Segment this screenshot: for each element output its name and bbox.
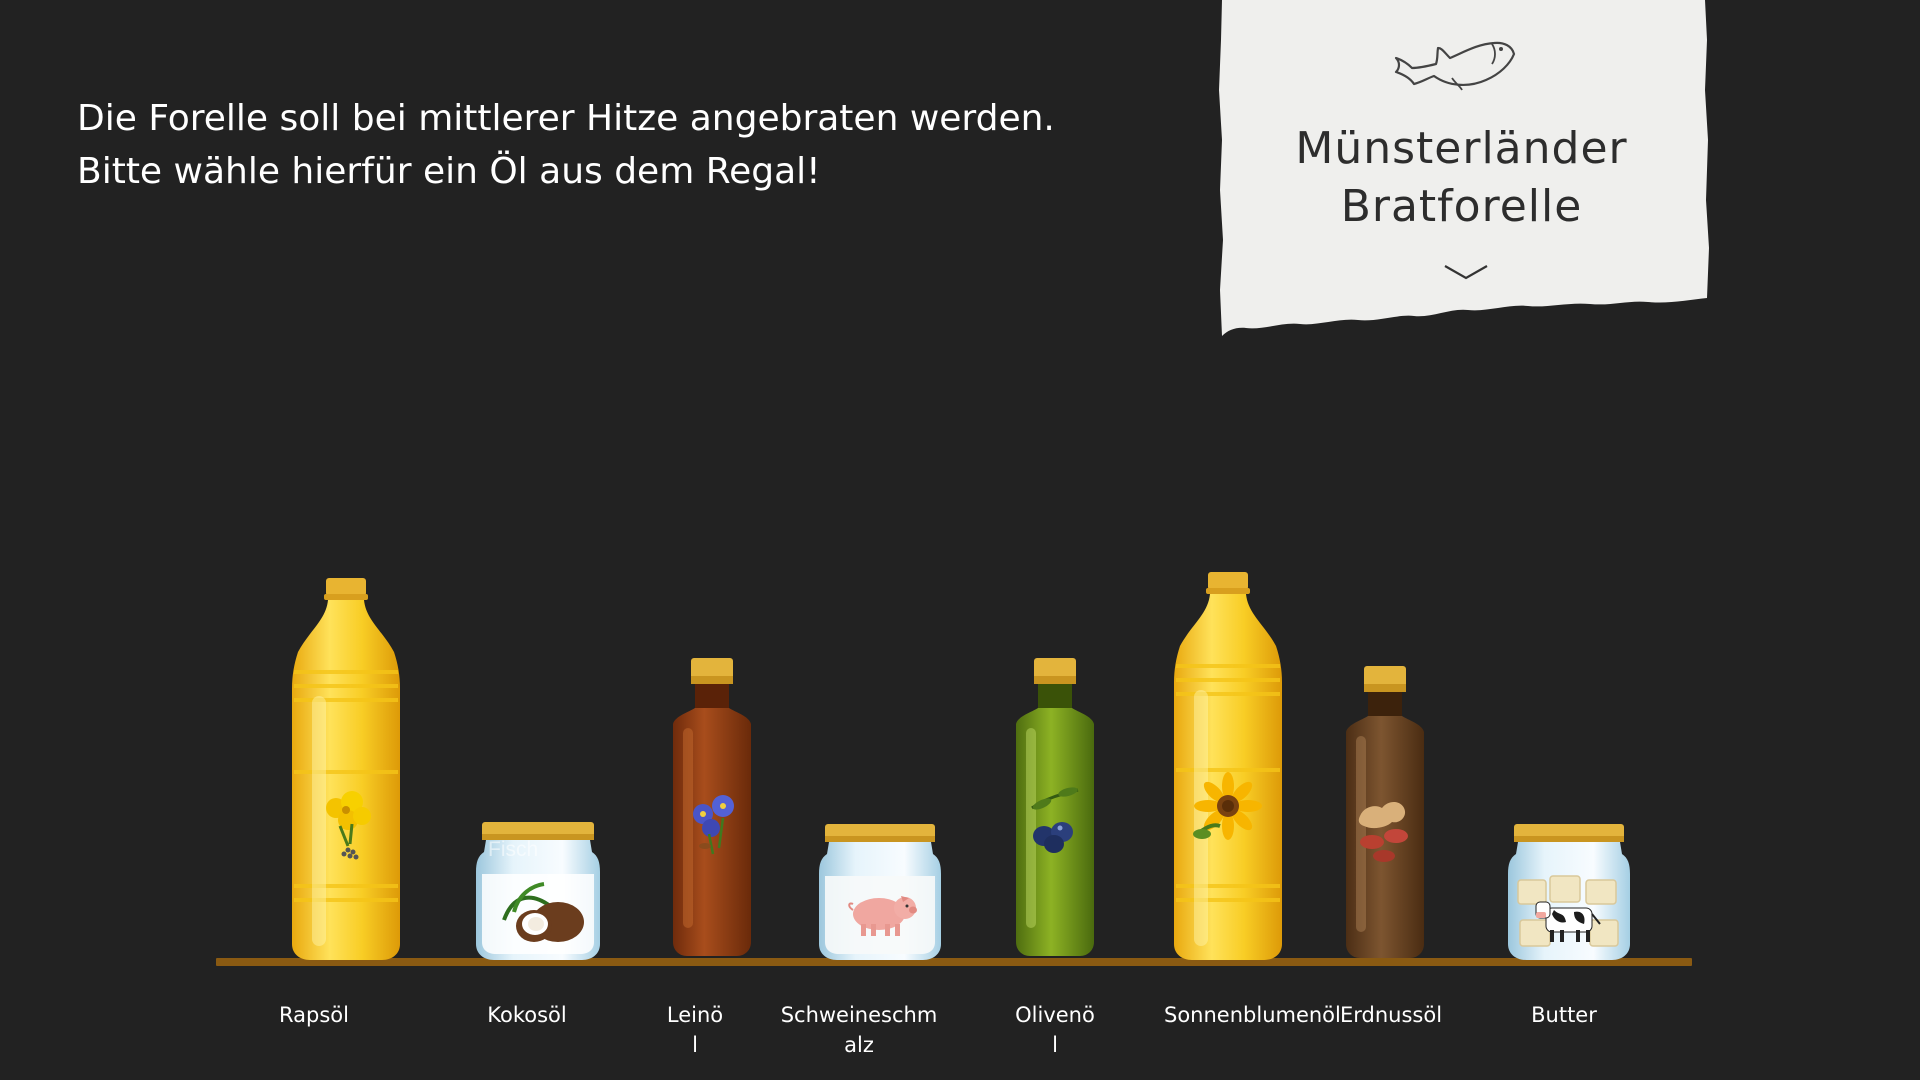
label-olivenoel: Olivenö l	[1015, 1003, 1095, 1057]
jar-overlay-text: Fisch	[488, 838, 539, 861]
label-sonnenblumenoel: Sonnenblumenöl	[1164, 1003, 1341, 1027]
sunflower-icon	[1193, 772, 1262, 840]
cow-icon	[1535, 901, 1601, 942]
flax-flower-icon	[693, 795, 734, 855]
recipe-card[interactable]: Münsterländer Bratforelle	[1218, 0, 1710, 340]
oil-rapeseed-bottle[interactable]	[290, 576, 402, 960]
torn-paper-background	[1219, 0, 1709, 336]
peanut-icon	[1358, 802, 1408, 862]
label-schweineschmalz: Schweineschm alz	[780, 1003, 938, 1057]
label-erdnussoel: Erdnussöl	[1340, 1003, 1443, 1027]
recipe-title-line-1: Münsterländer	[1295, 123, 1628, 174]
oil-linseed-bottle[interactable]	[669, 658, 755, 958]
lard-pig-jar[interactable]	[817, 824, 943, 962]
oil-olive-bottle[interactable]	[1012, 658, 1098, 958]
instruction-line-1: Die Forelle soll bei mittlerer Hitze ang…	[77, 98, 1055, 139]
label-rapsoel: Rapsöl	[279, 1003, 349, 1027]
oil-peanut-bottle[interactable]	[1342, 666, 1428, 960]
oil-coconut-jar[interactable]: Fisch	[474, 822, 602, 962]
recipe-title-line-2: Bratforelle	[1340, 181, 1583, 232]
rapeseed-flower-icon	[326, 791, 371, 860]
chevron-down-icon[interactable]	[1443, 262, 1489, 282]
butter-jar[interactable]	[1506, 824, 1632, 962]
oil-sunflower-bottle[interactable]	[1172, 570, 1284, 960]
instruction-line-2: Bitte wähle hierfür ein Öl aus dem Regal…	[77, 151, 821, 192]
label-butter: Butter	[1531, 1003, 1597, 1027]
shelf-board	[216, 958, 1692, 966]
pig-icon	[848, 896, 917, 936]
label-leinoel: Leinö l	[666, 1003, 724, 1057]
label-kokosoel: Kokosöl	[487, 1003, 567, 1027]
olive-icon	[1031, 787, 1079, 853]
coconut-icon	[502, 882, 584, 942]
fish-icon	[1394, 41, 1516, 91]
recipe-title: Münsterländer Bratforelle	[1218, 120, 1705, 236]
instruction-text: Die Forelle soll bei mittlerer Hitze ang…	[77, 92, 1127, 198]
